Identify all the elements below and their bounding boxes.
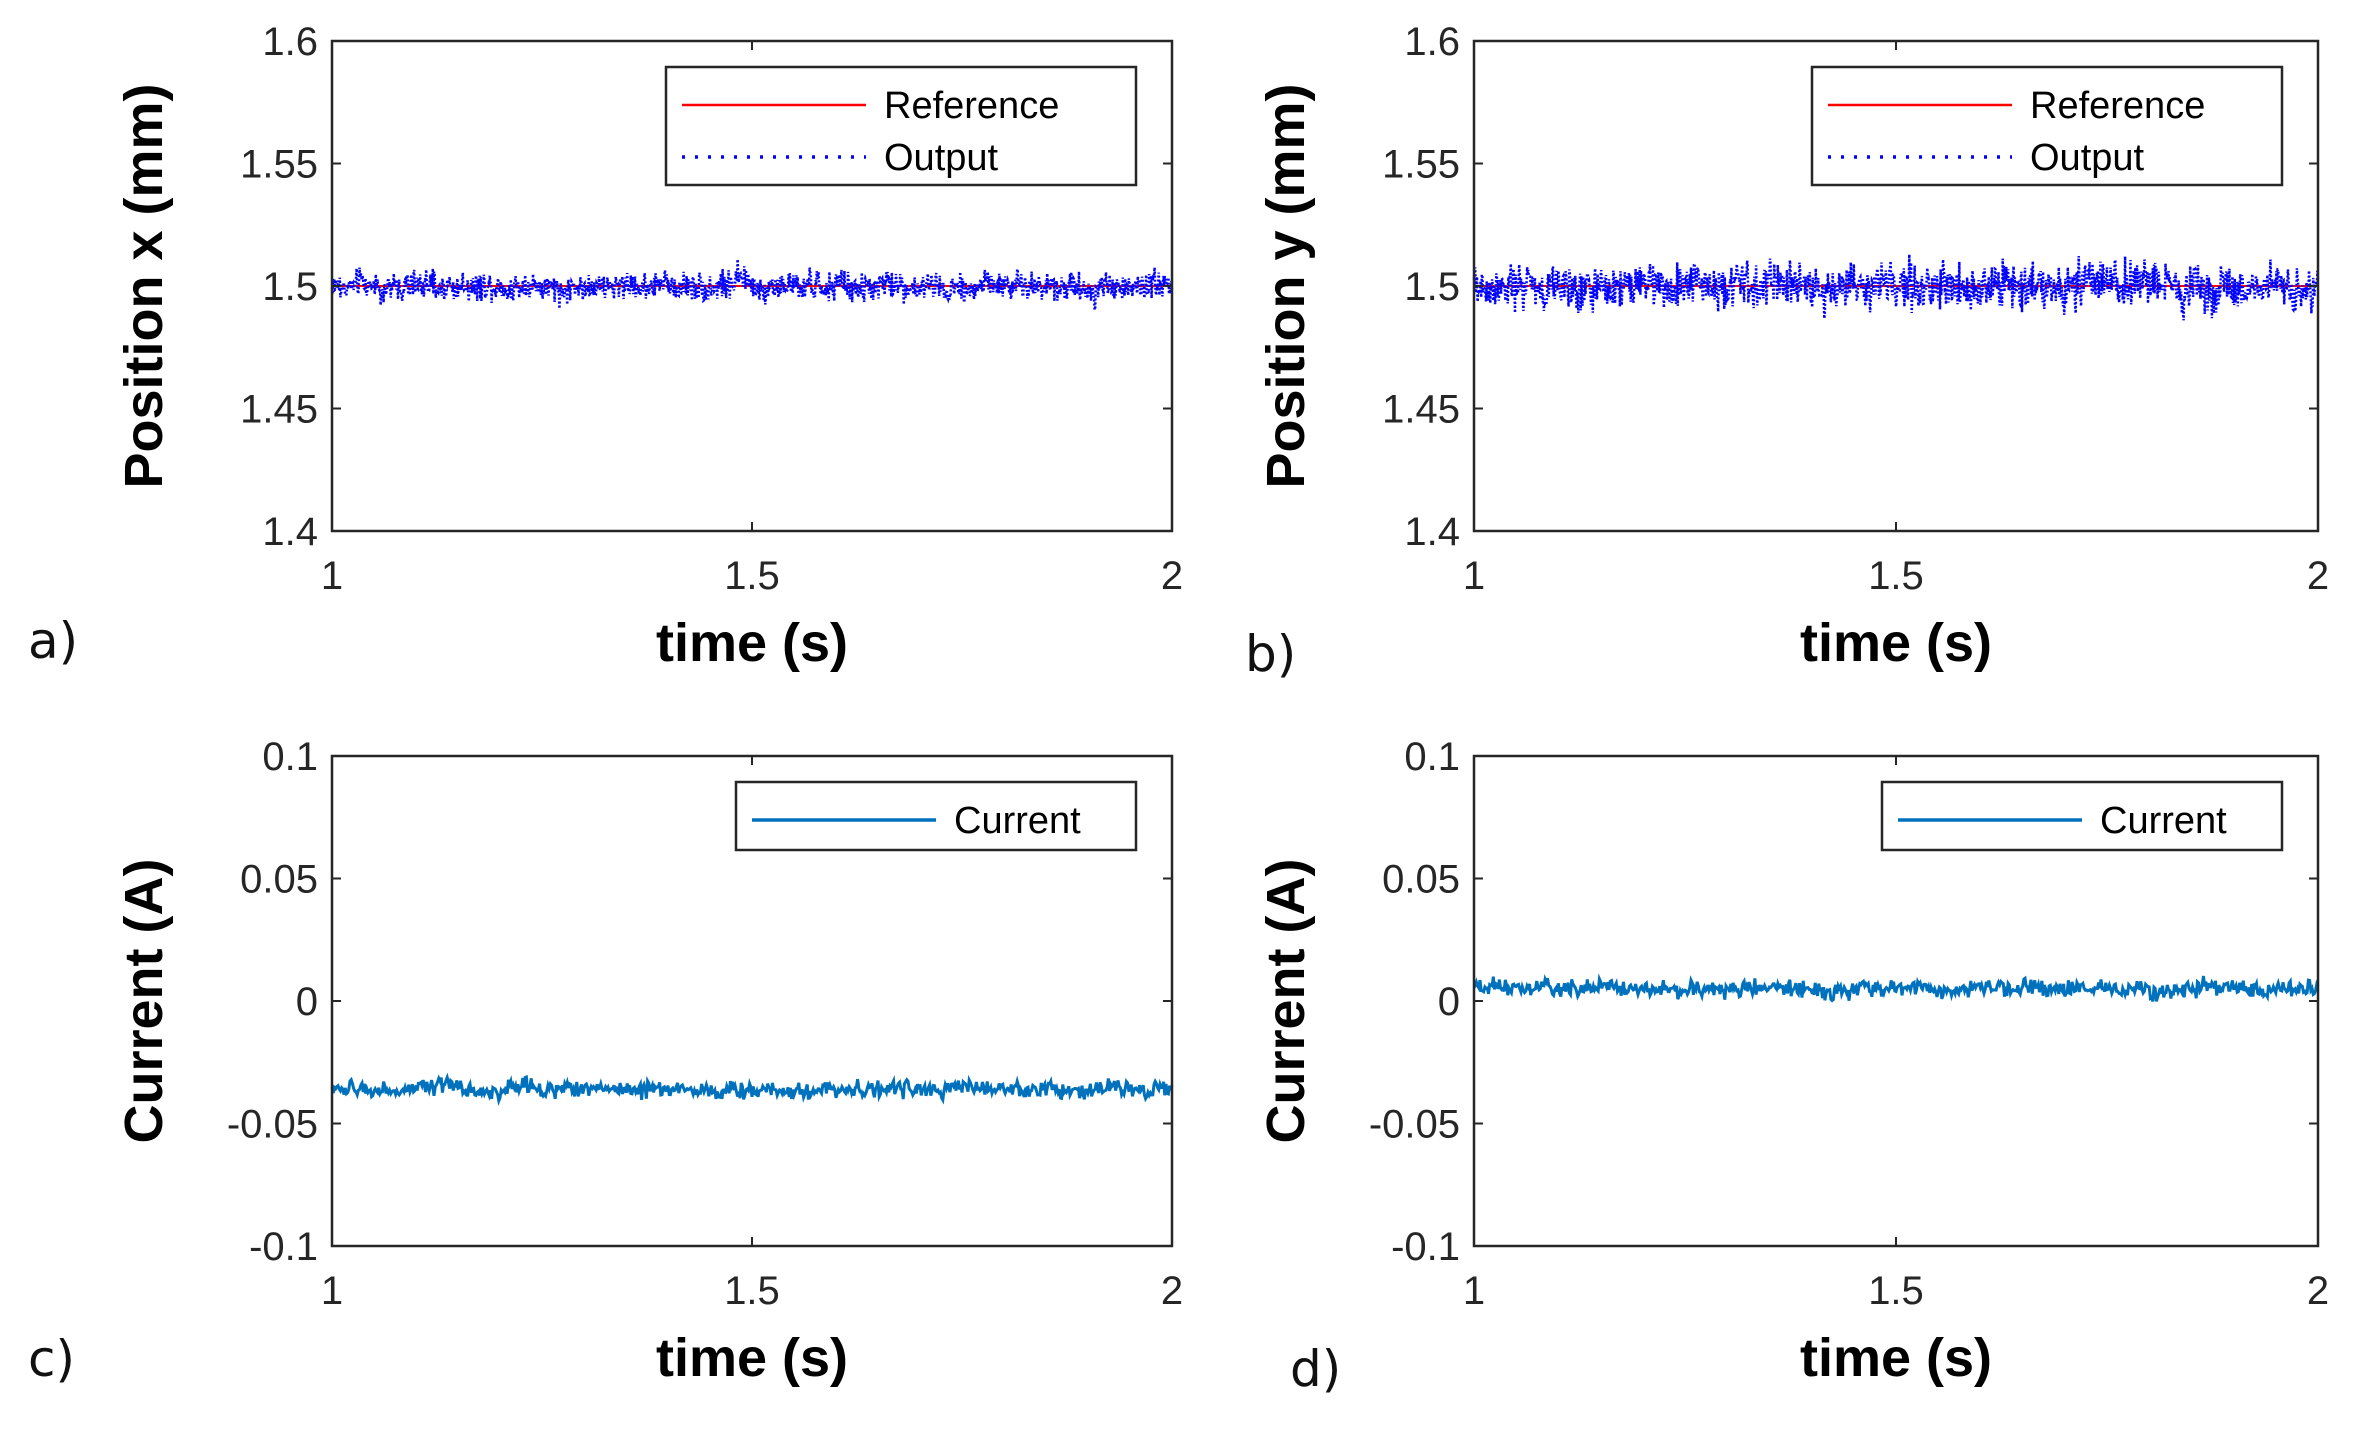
y-tick-label: 0.1 xyxy=(262,735,318,779)
chart-panel-d: -0.1 -0.05 0 0.05 0.1 1 1.5 2 time (s) Current (A… xyxy=(1256,735,2329,1388)
legend-label: Current xyxy=(954,800,1081,842)
chart-panel-a: 1.4 1.45 1.5 1.55 1.6 1 1.5 2 time (s) Position x… xyxy=(114,20,1183,673)
x-axis-label: time (s) xyxy=(1800,613,1992,673)
y-tick-label: 1.6 xyxy=(1404,20,1460,64)
x-tick-label: 1.5 xyxy=(1868,1269,1924,1313)
legend-label: Reference xyxy=(2030,85,2205,127)
series-current-line xyxy=(1472,973,2320,1003)
y-tick-label: 1.45 xyxy=(240,388,318,432)
y-tick-label: 1.45 xyxy=(1382,388,1460,432)
y-tick-label: 0 xyxy=(296,980,318,1024)
y-tick-label: -0.05 xyxy=(1369,1103,1460,1147)
panel-label-d: d) xyxy=(1290,1340,1342,1398)
panel-label-a: a) xyxy=(28,612,79,670)
y-tick-label: 0.1 xyxy=(1404,735,1460,779)
x-tick-label: 1 xyxy=(321,554,343,598)
y-tick-label: 0.05 xyxy=(1382,858,1460,902)
x-tick-label: 1 xyxy=(1463,554,1485,598)
y-tick-label: 1.5 xyxy=(1404,265,1460,309)
x-tick-label: 2 xyxy=(1161,554,1183,598)
chart-panel-c: -0.1 -0.05 0 0.05 0.1 1 1.5 2 time (s) Current (A… xyxy=(114,735,1183,1388)
y-tick-label: 1.55 xyxy=(1382,143,1460,187)
y-tick-label: -0.1 xyxy=(1391,1225,1460,1269)
y-tick-label: 1.5 xyxy=(262,265,318,309)
x-axis-label: time (s) xyxy=(656,1328,848,1388)
legend-label: Output xyxy=(2030,137,2145,179)
y-tick-label: 1.4 xyxy=(262,510,318,554)
legend-box xyxy=(1810,65,2284,187)
y-tick-label: 1.4 xyxy=(1404,510,1460,554)
legend-box xyxy=(1880,780,2284,852)
series-output-line xyxy=(330,259,1174,311)
x-tick-label: 2 xyxy=(2307,1269,2329,1313)
x-tick-label: 2 xyxy=(1161,1269,1183,1313)
y-tick-label: 1.6 xyxy=(262,20,318,64)
x-axis-label: time (s) xyxy=(656,613,848,673)
x-tick-label: 1.5 xyxy=(724,554,780,598)
legend-box xyxy=(664,65,1138,187)
series-current-line xyxy=(330,1072,1174,1107)
legend-label: Reference xyxy=(884,85,1059,127)
y-tick-label: 1.55 xyxy=(240,143,318,187)
y-axis-label: Current (A) xyxy=(114,859,174,1144)
x-tick-label: 1 xyxy=(321,1269,343,1313)
x-tick-label: 1.5 xyxy=(1868,554,1924,598)
y-tick-label: -0.05 xyxy=(227,1103,318,1147)
legend-label: Current xyxy=(2100,800,2227,842)
y-tick-label: -0.1 xyxy=(249,1225,318,1269)
y-axis-label: Position x (mm) xyxy=(114,83,174,488)
y-axis-label: Current (A) xyxy=(1256,859,1316,1144)
legend-box xyxy=(734,780,1138,852)
x-tick-label: 2 xyxy=(2307,554,2329,598)
y-tick-label: 0.05 xyxy=(240,858,318,902)
panel-label-c: c) xyxy=(28,1330,75,1388)
panel-label-b: b) xyxy=(1245,625,1297,683)
x-axis-label: time (s) xyxy=(1800,1328,1992,1388)
y-tick-label: 0 xyxy=(1438,980,1460,1024)
x-tick-label: 1.5 xyxy=(724,1269,780,1313)
y-axis-label: Position y (mm) xyxy=(1256,83,1316,488)
chart-panel-b: 1.4 1.45 1.5 1.55 1.6 1 1.5 2 time (s) Position y… xyxy=(1256,20,2329,673)
legend-label: Output xyxy=(884,137,999,179)
x-tick-label: 1 xyxy=(1463,1269,1485,1313)
